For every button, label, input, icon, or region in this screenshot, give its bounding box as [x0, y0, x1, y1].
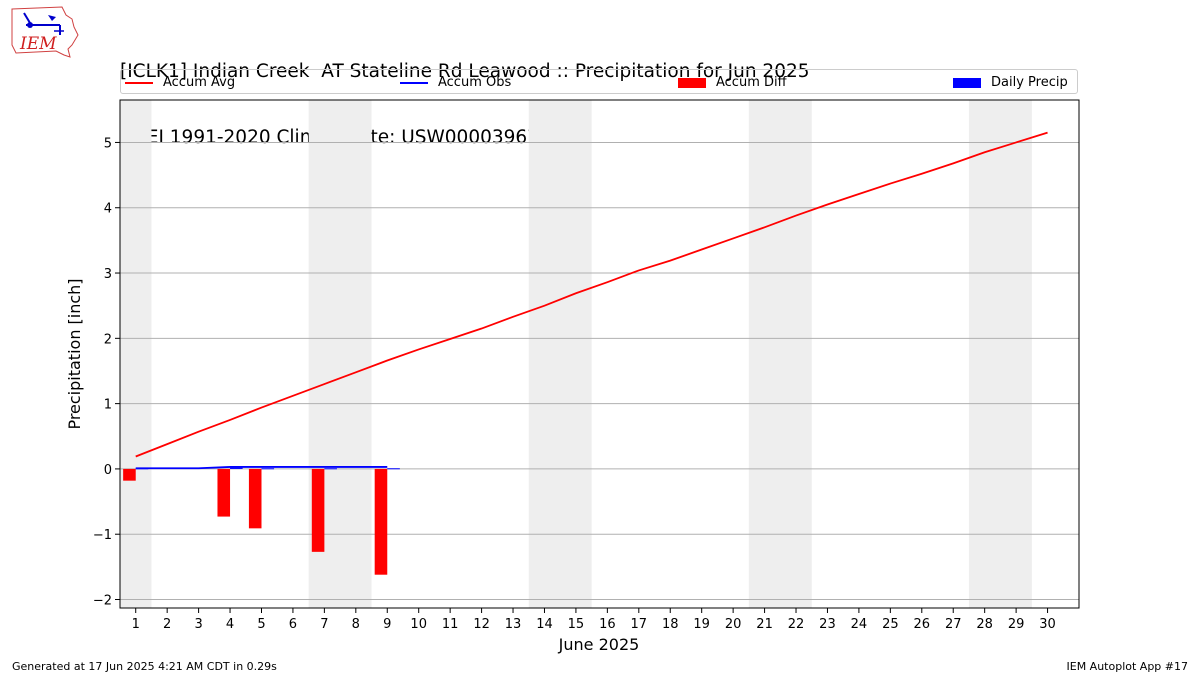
legend-swatch-accum-avg — [125, 81, 153, 84]
x-tick-label: 24 — [851, 617, 868, 632]
x-tick-label: 2 — [163, 617, 171, 632]
x-tick-label: 5 — [257, 617, 265, 632]
y-tick-label: 2 — [104, 332, 112, 347]
y-tick-label: 3 — [104, 267, 112, 282]
x-tick-label: 20 — [725, 617, 742, 632]
footer-generated: Generated at 17 Jun 2025 4:21 AM CDT in … — [12, 660, 277, 673]
y-tick-label: −2 — [93, 594, 112, 609]
line-accum-obs — [135, 466, 388, 470]
legend-item-accum-obs: Accum Obs — [400, 74, 511, 91]
x-tick-label: 3 — [194, 617, 202, 632]
y-tick-label: −1 — [93, 528, 112, 543]
y-axis-label: Precipitation [inch] — [65, 278, 84, 429]
x-tick-label: 21 — [756, 617, 773, 632]
x-tick-label: 23 — [819, 617, 836, 632]
x-tick-label: 4 — [226, 617, 234, 632]
x-tick-label: 18 — [662, 617, 679, 632]
legend-label-accum-avg: Accum Avg — [163, 75, 236, 90]
legend-label-accum-diff: Accum Diff — [716, 75, 787, 90]
chart-title-line1: [ICLK1] Indian Creek AT Stateline Rd Lea… — [120, 61, 810, 82]
x-tick-label: 26 — [914, 617, 931, 632]
legend-label-daily-precip: Daily Precip — [991, 75, 1068, 90]
x-tick-label: 27 — [945, 617, 962, 632]
y-tick-label: 4 — [104, 202, 112, 217]
x-tick-label: 25 — [882, 617, 899, 632]
bar-accum-diff — [311, 468, 325, 552]
chart-legend: Accum Avg Accum Obs Accum Diff Daily Pre… — [120, 69, 1078, 94]
weekend-band-0 — [120, 100, 152, 608]
legend-label-accum-obs: Accum Obs — [438, 75, 512, 90]
legend-item-accum-avg: Accum Avg — [125, 74, 235, 91]
x-tick-label: 15 — [568, 617, 585, 632]
legend-item-daily-precip: Daily Precip — [953, 74, 1068, 91]
y-tick-label: 5 — [104, 136, 112, 151]
bar-accum-diff — [248, 468, 262, 529]
x-tick-label: 16 — [599, 617, 616, 632]
x-tick-label: 8 — [352, 617, 360, 632]
footer-app: IEM Autoplot App #17 — [1066, 660, 1189, 673]
x-tick-label: 1 — [132, 617, 140, 632]
x-tick-label: 10 — [410, 617, 427, 632]
x-tick-label: 11 — [442, 617, 459, 632]
legend-swatch-accum-diff — [678, 77, 706, 88]
bar-daily-precip — [324, 468, 337, 470]
x-tick-label: 29 — [1008, 617, 1025, 632]
legend-swatch-daily-precip — [953, 77, 981, 88]
legend-swatch-accum-obs — [400, 81, 428, 84]
x-tick-label: 7 — [320, 617, 328, 632]
weekend-shading — [120, 100, 1032, 608]
x-tick-label: 6 — [289, 617, 297, 632]
x-tick-label: 22 — [788, 617, 805, 632]
iem-logo: IEM — [8, 5, 80, 59]
x-tick-label: 13 — [505, 617, 522, 632]
grid-lines — [120, 141, 1079, 601]
bar-daily-precip — [261, 468, 275, 470]
x-tick-label: 12 — [473, 617, 490, 632]
logo-text: IEM — [19, 34, 57, 54]
bars — [123, 467, 400, 575]
x-tick-label: 30 — [1039, 617, 1056, 632]
y-tick-label: 1 — [104, 398, 112, 413]
series-lines — [135, 131, 1048, 470]
x-tick-label: 28 — [976, 617, 993, 632]
weekend-band-2 — [528, 100, 592, 608]
weekend-band-4 — [968, 100, 1032, 608]
x-tick-label: 9 — [383, 617, 391, 632]
y-tick-label: 0 — [104, 463, 112, 478]
bar-daily-precip — [230, 467, 243, 469]
bar-accum-diff — [123, 468, 136, 481]
x-tick-label: 19 — [693, 617, 710, 632]
bar-daily-precip — [387, 468, 400, 470]
plot-frame — [119, 99, 1080, 609]
x-axis-label: June 2025 — [558, 635, 640, 654]
x-tick-label: 17 — [631, 617, 648, 632]
line-accum-avg — [135, 131, 1048, 458]
bar-accum-diff — [374, 468, 388, 575]
weekend-band-3 — [748, 100, 812, 608]
x-tick-label: 14 — [536, 617, 553, 632]
legend-item-accum-diff: Accum Diff — [678, 74, 787, 91]
bar-accum-diff — [217, 468, 231, 517]
